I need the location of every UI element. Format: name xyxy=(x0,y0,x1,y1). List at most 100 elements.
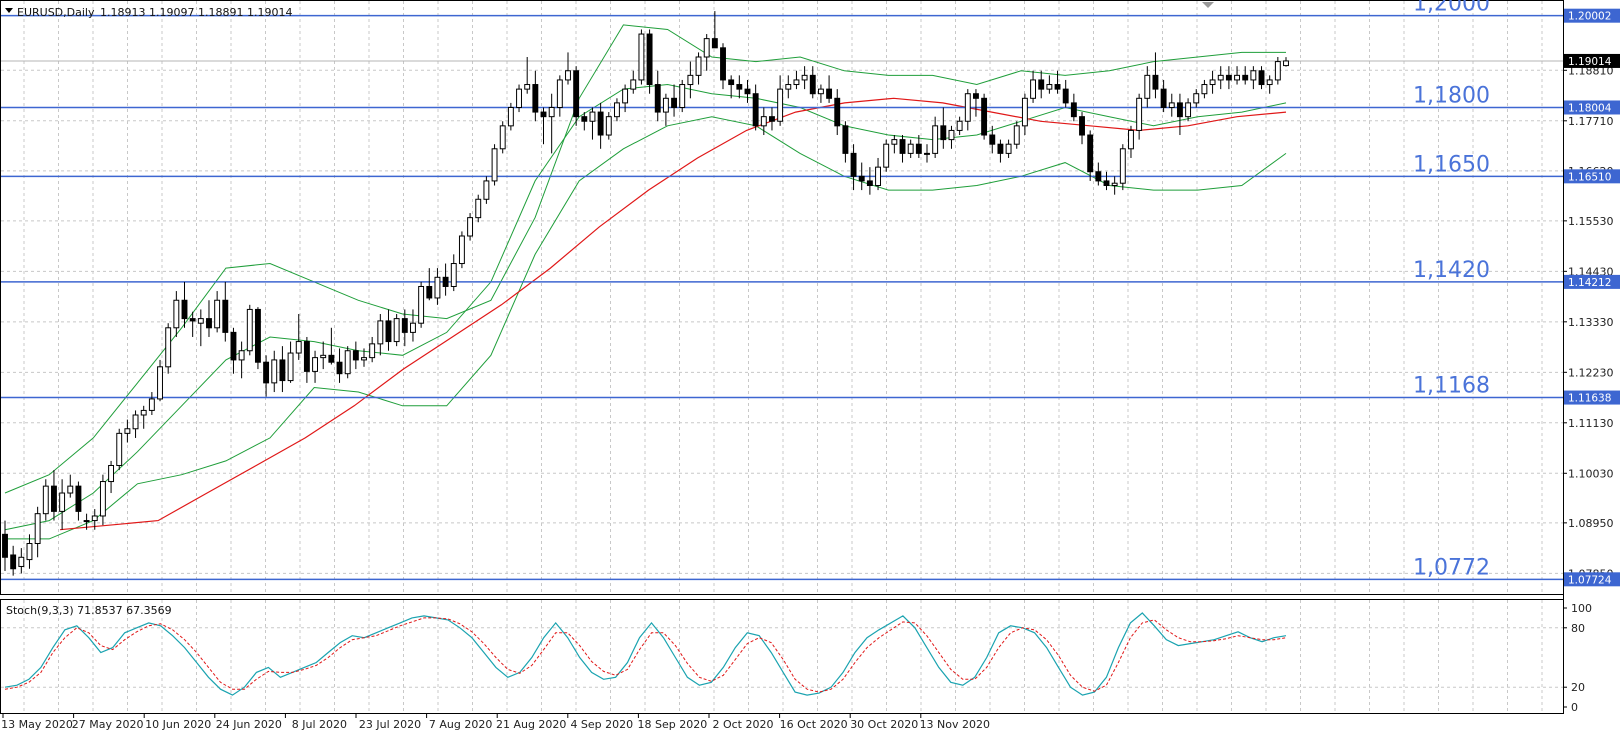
chart-symbol: EURUSD,Daily xyxy=(17,6,95,19)
candle-bear xyxy=(352,350,359,361)
candle-bear xyxy=(230,331,237,361)
candle-bull xyxy=(467,217,474,237)
candle-bear xyxy=(1258,70,1265,86)
time-tick-label: 24 Jun 2020 xyxy=(216,718,282,731)
candle-bear xyxy=(263,361,270,384)
candle-bull xyxy=(450,263,457,287)
current-price-tag xyxy=(1564,53,1620,68)
chart-ohlc: 1.18913 1.19097 1.18891 1.19014 xyxy=(100,6,292,19)
candle-bull xyxy=(148,398,155,411)
candle-bear xyxy=(834,97,841,127)
candle-bull xyxy=(132,414,139,430)
time-tick-label: 13 May 2020 xyxy=(1,718,73,731)
candle-bull xyxy=(613,102,620,118)
candle-bull xyxy=(1005,143,1012,154)
level-price-tag xyxy=(1564,100,1620,115)
candle-bull xyxy=(605,116,612,136)
level-price-tag-label: 1.11638 xyxy=(1568,393,1611,405)
level-price-tag xyxy=(1564,572,1620,587)
candle-bull xyxy=(1128,129,1134,150)
candle-bull xyxy=(344,350,351,375)
candle-bear xyxy=(736,84,743,90)
candle-bull xyxy=(687,74,694,86)
candle-bear xyxy=(222,299,229,333)
price-tick-label: 1.17710 xyxy=(1568,115,1614,128)
candle-bull xyxy=(418,285,425,324)
stoch-grid-lines xyxy=(1,600,1563,713)
candle-bear xyxy=(981,97,988,136)
candle-bull xyxy=(556,79,563,108)
candle-bull xyxy=(246,308,253,352)
candle-bull xyxy=(622,88,629,104)
candle-bull xyxy=(695,56,702,76)
level-label: 1,2000 xyxy=(1413,0,1490,17)
horizontal-levels[interactable]: 1,2000 1,1800 1,1650 1,1420 1,1168 1,0772 xyxy=(1,0,1563,580)
stoch-lines xyxy=(4,612,1287,696)
level-label: 1,1650 xyxy=(1413,152,1490,177)
candle-bear xyxy=(1103,180,1110,187)
level-price-tag xyxy=(1564,8,1620,23)
candle-bull xyxy=(630,79,637,90)
candle-bear xyxy=(671,97,678,108)
time-tick-label: 13 Nov 2020 xyxy=(920,718,990,731)
candle-bull xyxy=(924,152,930,155)
candle-bull xyxy=(108,464,115,483)
candle-bear xyxy=(1160,88,1167,108)
bb-lower-line xyxy=(5,116,1287,540)
price-tick-label: 1.10030 xyxy=(1568,467,1614,480)
candle-bear xyxy=(1054,84,1061,90)
candle-bull xyxy=(907,143,914,154)
candle-bear xyxy=(1079,116,1085,136)
candle-bull xyxy=(361,357,367,361)
candle-bull xyxy=(26,543,33,561)
candle-bear xyxy=(10,554,17,570)
candle-bear xyxy=(1152,74,1159,90)
candle-bull xyxy=(214,299,221,329)
candle-bear xyxy=(279,359,286,382)
candle-bear xyxy=(75,485,82,512)
candle-bull xyxy=(1234,74,1240,81)
time-tick-label: 16 Oct 2020 xyxy=(780,718,848,731)
candle-bull xyxy=(483,180,490,200)
candle-bull xyxy=(1209,79,1216,86)
candle-bear xyxy=(254,308,261,363)
price-tick-label: 1.08950 xyxy=(1568,517,1614,530)
candle-bear xyxy=(915,143,922,154)
candle-bear xyxy=(866,180,873,187)
price-axis: 1.188101.177101.166201.155301.144301.133… xyxy=(1563,64,1614,580)
candle-bull xyxy=(875,166,881,187)
candle-bull xyxy=(91,515,98,522)
candle-bear xyxy=(336,361,343,375)
bb-upper-line xyxy=(4,24,1286,494)
candle-bear xyxy=(997,143,1004,154)
price-tags: 1.20002 1.18004 1.16510 1.14212 1.11638 1.077… xyxy=(1564,8,1620,587)
candle-bull xyxy=(1136,97,1143,131)
candle-bear xyxy=(426,285,433,299)
candle-bull xyxy=(116,432,123,466)
candle-bull xyxy=(124,428,131,434)
candle-bull xyxy=(271,359,278,384)
candle-bear xyxy=(540,111,547,118)
candle-bull xyxy=(638,33,645,81)
candle-bear xyxy=(744,88,751,95)
candle-bull xyxy=(801,74,808,81)
candle-bear xyxy=(842,125,849,154)
candle-bull xyxy=(83,520,90,523)
candle-bear xyxy=(442,276,449,287)
candle-bull xyxy=(964,93,971,122)
candle-bull xyxy=(1168,102,1175,108)
level-price-tag-label: 1.16510 xyxy=(1568,171,1611,183)
symbol-menu-icon[interactable] xyxy=(5,8,13,13)
scroll-marker-icon[interactable] xyxy=(1202,2,1214,8)
candle-bull xyxy=(524,84,531,90)
time-tick-label: 27 May 2020 xyxy=(72,718,144,731)
level-price-tag xyxy=(1564,390,1620,405)
candle-bull xyxy=(42,485,49,515)
candle-bull xyxy=(817,88,824,95)
candle-bull xyxy=(507,106,514,127)
candle-bull xyxy=(1111,182,1118,187)
time-tick-label: 2 Oct 2020 xyxy=(712,718,773,731)
candle-bull xyxy=(99,481,106,517)
candle-bull xyxy=(410,322,416,333)
